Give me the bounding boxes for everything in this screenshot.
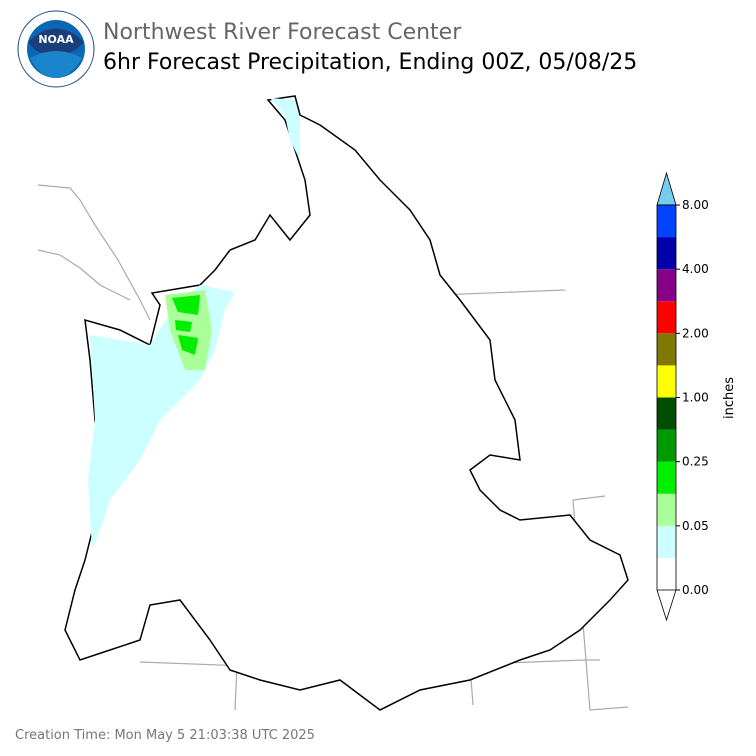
creation-time: Creation Time: Mon May 5 21:03:38 UTC 20… (15, 728, 315, 743)
colorbar-segment (657, 333, 676, 366)
colorbar-tick-label: 1.00 (682, 391, 709, 405)
colorbar-min-arrow (656, 589, 677, 622)
logo-text: NOAA (38, 33, 74, 46)
colorbar-segment (657, 429, 676, 462)
colorbar-segment (657, 397, 676, 430)
colorbar-tick-label: 4.00 (682, 262, 709, 276)
colorbar-tick-label: 2.00 (682, 326, 709, 340)
colorbar-segment (657, 461, 676, 494)
noaa-logo: NOAA (17, 10, 95, 88)
colorbar-tick-label: 0.00 (682, 583, 709, 597)
colorbar-tick-label: 8.00 (682, 198, 709, 212)
colorbar-segment (657, 301, 676, 334)
colorbar-extend (656, 171, 677, 206)
colorbar-segment (657, 365, 676, 398)
colorbar-segment (657, 205, 676, 238)
colorbar-tick-label: 0.25 (682, 455, 709, 469)
colorbar-segment (657, 525, 676, 558)
colorbar-label: inches (722, 377, 737, 419)
subtitle: 6hr Forecast Precipitation, Ending 00Z, … (103, 50, 638, 75)
colorbar-tick-label: 0.05 (682, 519, 709, 533)
colorbar-segment (657, 269, 676, 302)
title: Northwest River Forecast Center (103, 20, 462, 45)
colorbar-segment (657, 237, 676, 270)
basin-outline (64, 95, 629, 711)
colorbar-segment (657, 493, 676, 526)
colorbar-segment (657, 557, 676, 590)
precip-areas (88, 98, 300, 550)
